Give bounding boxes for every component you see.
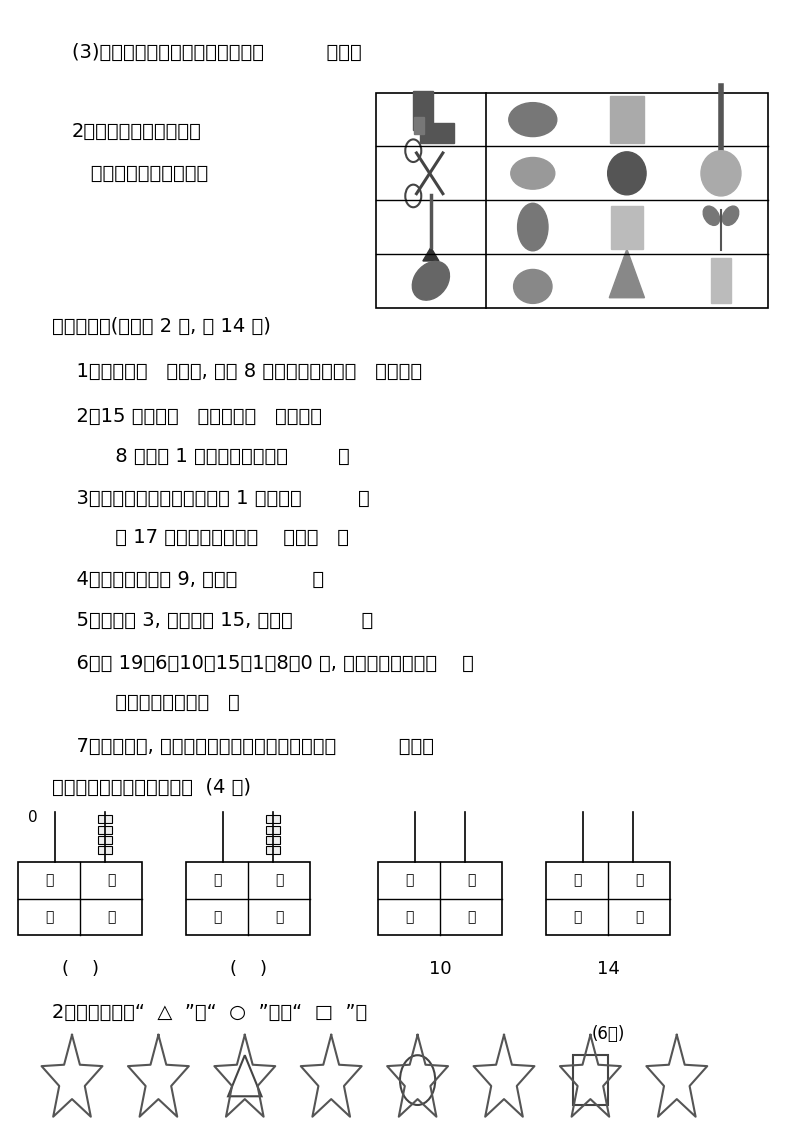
Text: 十: 十 [573, 873, 581, 887]
Polygon shape [423, 248, 439, 261]
Bar [18, 862, 142, 935]
Text: 与 17 相邻的两个数是（    ）和（   ）: 与 17 相邻的两个数是（ ）和（ ） [84, 528, 349, 547]
Bar [546, 862, 670, 935]
Ellipse shape [514, 269, 552, 303]
Ellipse shape [703, 206, 719, 225]
Text: 2、根据要求画“  △  ”、“  ○  ”、和“  □  ”。: 2、根据要求画“ △ ”、“ ○ ”、和“ □ ”。 [52, 1003, 367, 1022]
Text: 位: 位 [275, 910, 283, 924]
Bar [98, 836, 112, 844]
Text: 位: 位 [467, 910, 475, 924]
Text: 8 个一和 1 个十组成的数是（        ）: 8 个一和 1 个十组成的数是（ ） [84, 447, 350, 466]
Bar [414, 116, 424, 133]
Text: 六、１、写一写，画一画。  (4 分): 六、１、写一写，画一画。 (4 分) [52, 778, 251, 797]
Bar [378, 862, 502, 935]
Bar [421, 123, 454, 144]
Ellipse shape [412, 261, 450, 300]
Text: 4、两个加数都是 9, 和是（            ）: 4、两个加数都是 9, 和是（ ） [64, 570, 324, 589]
Text: 个: 个 [107, 873, 115, 887]
Text: 位: 位 [405, 910, 413, 924]
Text: (3)站在队列正中的那个小朋友是（          ）号。: (3)站在队列正中的那个小朋友是（ ）号。 [72, 43, 362, 62]
Text: 位: 位 [213, 910, 221, 924]
Text: (6分): (6分) [592, 1025, 626, 1043]
Text: 10: 10 [429, 960, 451, 978]
Polygon shape [610, 249, 645, 297]
Text: 位: 位 [107, 910, 115, 924]
Text: 5、减数是 3, 被减数是 15, 差是（           ）: 5、减数是 3, 被减数是 15, 差是（ ） [64, 611, 374, 630]
Ellipse shape [510, 157, 555, 189]
Bar [413, 92, 433, 130]
Text: 关的一种物品圈出来。: 关的一种物品圈出来。 [72, 164, 208, 183]
Bar [266, 815, 280, 823]
Bar [186, 862, 310, 935]
Text: 14: 14 [597, 960, 619, 978]
Bar [98, 815, 112, 823]
Text: 1、我今年（   ）岁了, 再过 8 年上高中时我就（   ）岁了。: 1、我今年（ ）岁了, 再过 8 年上高中时我就（ ）岁了。 [64, 362, 422, 381]
Bar [266, 826, 280, 834]
Text: 个: 个 [635, 873, 643, 887]
Bar [266, 836, 280, 844]
Text: 位: 位 [573, 910, 581, 924]
Text: (    ): ( ) [62, 960, 98, 978]
Text: 最大的一个数是（   ）: 最大的一个数是（ ） [84, 693, 240, 713]
Text: 十: 十 [213, 873, 221, 887]
Text: (    ): ( ) [230, 960, 266, 978]
Text: 个: 个 [467, 873, 475, 887]
Bar [266, 846, 280, 854]
Text: 6、在 19、6、10、15、1、8、0 中, 最小的一个数是（    ）: 6、在 19、6、10、15、1、8、0 中, 最小的一个数是（ ） [64, 654, 474, 673]
Text: 十: 十 [405, 873, 413, 887]
Text: 7、为了安全, 交通规则中规定在路上行走要靠（          ）边。: 7、为了安全, 交通规则中规定在路上行走要靠（ ）边。 [64, 737, 434, 757]
Bar [98, 826, 112, 834]
Text: 2、把每一行中和左图有: 2、把每一行中和左图有 [72, 122, 202, 141]
Text: 十: 十 [45, 873, 53, 887]
Bar [711, 258, 731, 303]
Ellipse shape [608, 152, 646, 195]
Ellipse shape [518, 204, 548, 251]
Ellipse shape [509, 103, 557, 137]
Bar [376, 93, 768, 308]
Ellipse shape [722, 206, 738, 225]
Bar [610, 96, 644, 144]
Text: 五、填空。(每小题 2 分, 共 14 分): 五、填空。(每小题 2 分, 共 14 分) [52, 317, 271, 336]
Text: 2、15 里面有（   ）个十和（   ）个一；: 2、15 里面有（ ）个十和（ ）个一； [64, 407, 322, 426]
Bar [611, 206, 643, 249]
Ellipse shape [701, 150, 741, 196]
Bar [573, 1055, 608, 1105]
Text: 0: 0 [28, 810, 38, 824]
Text: 位: 位 [635, 910, 643, 924]
Text: 位: 位 [45, 910, 53, 924]
Text: 3、个位和十位上的数字都是 1 的数是（         ）: 3、个位和十位上的数字都是 1 的数是（ ） [64, 489, 370, 508]
Text: 个: 个 [275, 873, 283, 887]
Bar [98, 846, 112, 854]
